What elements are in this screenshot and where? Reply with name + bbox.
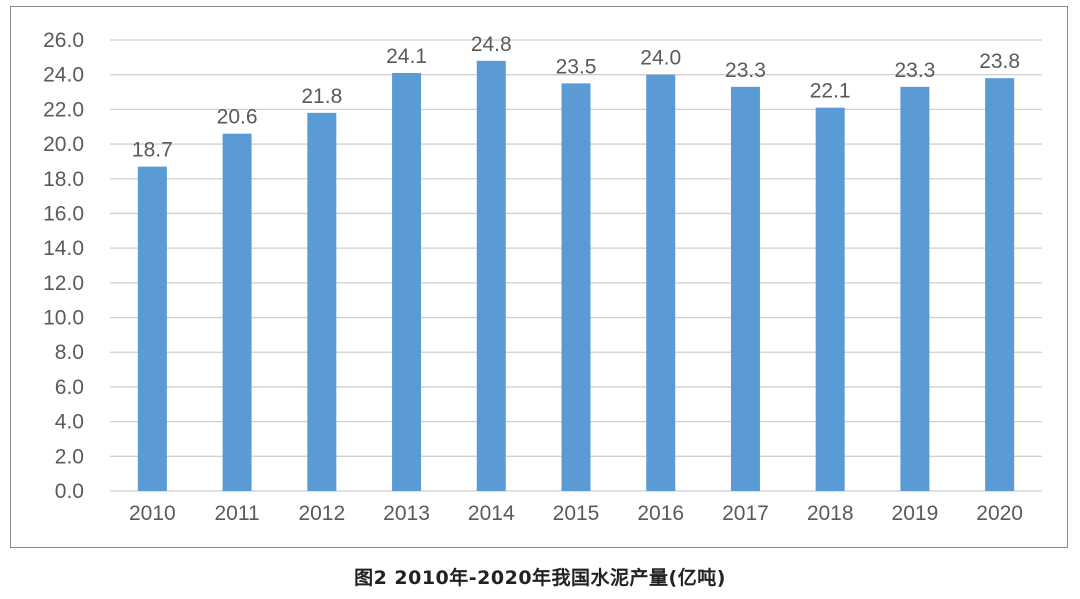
data-label-2012: 21.8 <box>301 85 342 108</box>
data-label-2013: 24.1 <box>386 45 427 68</box>
data-label-2018: 22.1 <box>810 80 851 103</box>
bar-2011 <box>222 133 252 491</box>
x-tick-label-2018: 2018 <box>807 502 854 525</box>
data-label-2015: 23.5 <box>556 55 597 78</box>
bar-2010 <box>137 166 167 491</box>
bar-2013 <box>392 72 422 491</box>
y-tick-label: 4.0 <box>55 411 84 434</box>
x-tick-label-2014: 2014 <box>468 502 515 525</box>
y-tick-label: 0.0 <box>55 480 84 503</box>
bar-2020 <box>985 78 1015 492</box>
data-labels: 18.7 20.6 21.8 24.1 24.8 23.5 24.0 23.3 22.1 23.3… <box>132 33 1020 162</box>
y-tick-label: 2.0 <box>55 445 84 468</box>
data-label-2010: 18.7 <box>132 139 173 162</box>
y-tick-label: 24.0 <box>43 64 84 87</box>
x-tick-label-2016: 2016 <box>637 502 684 525</box>
data-label-2017: 23.3 <box>725 59 766 82</box>
x-tick-label-2011: 2011 <box>215 502 260 525</box>
y-tick-label: 16.0 <box>43 202 84 225</box>
y-tick-label: 12.0 <box>43 272 84 295</box>
x-tick-label-2013: 2013 <box>383 502 430 525</box>
x-tick-label-2015: 2015 <box>553 502 600 525</box>
y-tick-label: 22.0 <box>43 98 84 121</box>
y-tick-label: 6.0 <box>55 376 84 399</box>
data-label-2016: 24.0 <box>640 47 681 70</box>
y-tick-label: 10.0 <box>43 307 84 330</box>
x-tick-label-2012: 2012 <box>298 502 345 525</box>
bar-2012 <box>307 112 337 491</box>
bar-2016 <box>646 74 676 491</box>
x-tick-label-2010: 2010 <box>129 502 176 525</box>
bar-2018 <box>815 107 845 492</box>
x-tick-label-2017: 2017 <box>722 502 769 525</box>
y-tick-label: 20.0 <box>43 133 84 156</box>
figure-caption: 图2 2010年-2020年我国水泥产量(亿吨) <box>354 567 726 589</box>
x-tick-label-2020: 2020 <box>976 502 1023 525</box>
bar-2015 <box>561 83 591 491</box>
data-label-2014: 24.8 <box>471 33 512 56</box>
data-label-2020: 23.8 <box>979 50 1020 73</box>
bars <box>137 60 1015 492</box>
y-tick-label: 26.0 <box>43 29 84 52</box>
bar-2017 <box>730 86 760 491</box>
y-tick-label: 18.0 <box>43 168 84 191</box>
x-tick-label-2019: 2019 <box>892 502 939 525</box>
y-tick-label: 8.0 <box>55 341 84 364</box>
data-label-2011: 20.6 <box>217 106 258 129</box>
y-axis-ticks: 0.0 2.0 4.0 6.0 8.0 10.0 12.0 14.0 16.0 18.0 20.0 2… <box>43 29 84 503</box>
chart-frame <box>10 6 1068 548</box>
bar-2019 <box>900 86 930 491</box>
y-tick-label: 14.0 <box>43 237 84 260</box>
bar-2014 <box>476 60 506 492</box>
x-axis-ticks: 2010 2011 2012 2013 2014 2015 2016 2017 2018 2019… <box>129 502 1023 525</box>
data-label-2019: 23.3 <box>894 59 935 82</box>
